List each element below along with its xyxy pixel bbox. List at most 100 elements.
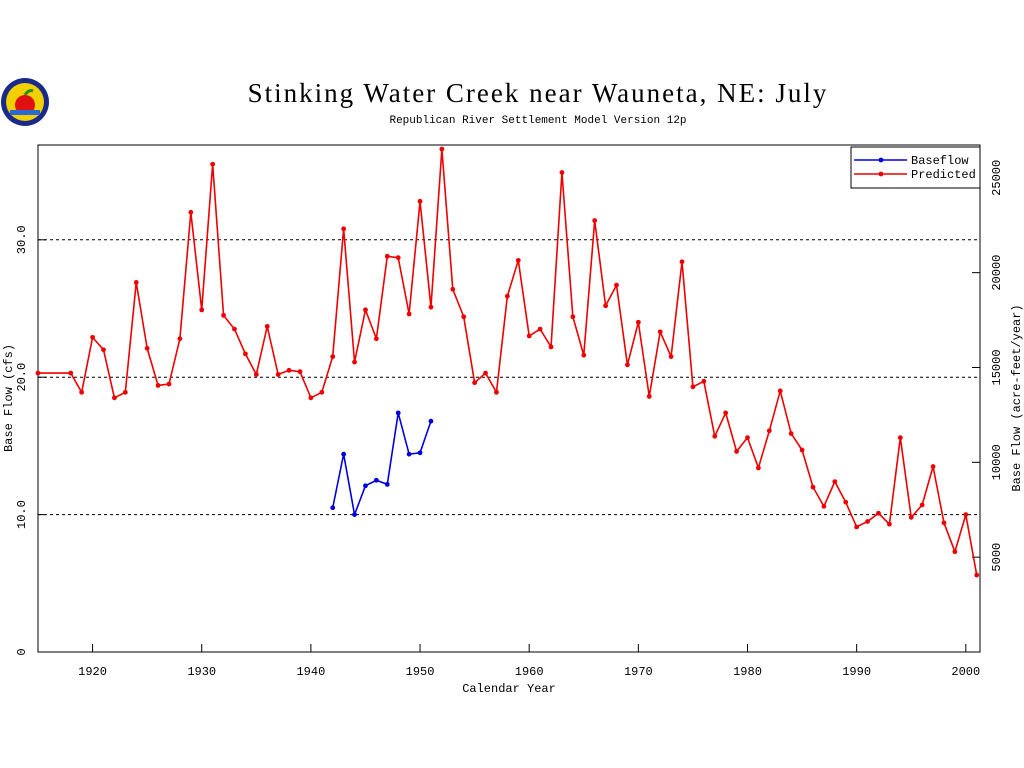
data-point	[854, 524, 860, 530]
data-point	[330, 354, 336, 359]
data-point	[799, 447, 805, 453]
data-point	[35, 370, 41, 376]
data-point	[221, 312, 226, 318]
y2-tick-label: 20000	[990, 255, 1004, 291]
data-point	[155, 383, 161, 388]
data-point	[494, 389, 499, 395]
data-point	[428, 304, 434, 310]
data-point	[559, 170, 565, 175]
x-tick-label: 1930	[187, 665, 216, 679]
data-point	[232, 326, 237, 332]
data-point	[439, 146, 445, 152]
x-tick-label: 2000	[951, 665, 980, 679]
data-point	[166, 381, 172, 387]
data-point	[188, 209, 194, 215]
data-point	[133, 279, 139, 285]
data-point	[581, 352, 587, 358]
data-point	[341, 451, 347, 457]
data-point	[417, 450, 423, 456]
data-point	[712, 433, 718, 439]
x-tick-label: 1920	[78, 665, 107, 679]
data-point	[941, 520, 947, 526]
data-point	[625, 362, 630, 368]
y-tick-label: 20.0	[15, 363, 29, 392]
data-point	[297, 369, 303, 375]
data-point	[384, 253, 390, 259]
data-point	[548, 344, 554, 350]
data-point	[101, 347, 106, 353]
data-point	[723, 410, 729, 416]
data-point	[570, 314, 576, 320]
data-point	[112, 395, 117, 401]
data-point	[363, 307, 368, 313]
data-point	[592, 218, 598, 223]
data-point	[210, 161, 216, 167]
data-point	[472, 380, 478, 386]
data-point	[766, 428, 772, 434]
data-point	[515, 258, 521, 263]
data-point	[614, 282, 619, 288]
data-point	[450, 286, 456, 292]
y2-tick-label: 25000	[990, 160, 1004, 196]
y-tick-label: 0	[15, 648, 29, 655]
data-point	[788, 431, 794, 436]
data-point	[734, 448, 739, 454]
data-point	[395, 410, 401, 416]
data-point	[679, 259, 685, 265]
data-point	[897, 435, 903, 441]
data-point	[395, 255, 401, 261]
logo	[1, 78, 49, 126]
data-point	[745, 435, 750, 441]
data-point	[417, 198, 423, 204]
x-axis-label: Calendar Year	[462, 682, 556, 696]
data-point	[286, 367, 292, 373]
data-point	[876, 510, 881, 516]
chart-title: Stinking Water Creek near Wauneta, NE: J…	[248, 78, 829, 108]
data-point	[963, 512, 969, 518]
y2-tick-label: 15000	[990, 349, 1004, 385]
data-point	[428, 418, 434, 424]
data-point	[887, 521, 892, 527]
plot-frame	[37, 144, 981, 653]
x-tick-label: 1970	[624, 665, 653, 679]
data-point	[352, 512, 357, 518]
data-point	[919, 502, 925, 508]
y2-axis-label: Base Flow (acre-feet/year)	[1010, 304, 1024, 491]
data-point	[177, 336, 183, 342]
data-point	[526, 333, 532, 339]
data-point	[668, 354, 674, 359]
data-point	[363, 483, 368, 489]
data-point	[603, 303, 609, 309]
data-point	[461, 314, 467, 320]
data-point	[832, 479, 838, 485]
data-point	[908, 514, 914, 520]
data-point	[406, 311, 412, 317]
legend-marker	[878, 171, 884, 177]
legend-box	[850, 146, 981, 189]
data-point	[952, 549, 958, 555]
data-point	[690, 384, 696, 390]
data-point	[974, 572, 980, 578]
data-point	[504, 293, 510, 299]
data-point	[810, 484, 816, 490]
data-point	[777, 388, 783, 394]
data-point	[242, 351, 248, 357]
x-tick-label: 1950	[406, 665, 435, 679]
data-point	[341, 226, 347, 232]
data-point	[122, 389, 128, 395]
y2-tick-label: 5000	[990, 543, 1004, 572]
series-line	[331, 412, 432, 518]
x-tick-label: 1960	[515, 665, 544, 679]
data-point	[635, 319, 641, 325]
data-point	[865, 519, 870, 524]
data-point	[384, 481, 390, 487]
data-point	[657, 329, 663, 335]
y2-tick-label: 10000	[990, 444, 1004, 480]
y-tick-label: 30.0	[15, 225, 29, 254]
data-point	[330, 505, 336, 511]
legend-label: Predicted	[911, 168, 976, 182]
data-point	[352, 359, 357, 365]
data-point	[373, 477, 379, 483]
data-point	[821, 503, 827, 509]
